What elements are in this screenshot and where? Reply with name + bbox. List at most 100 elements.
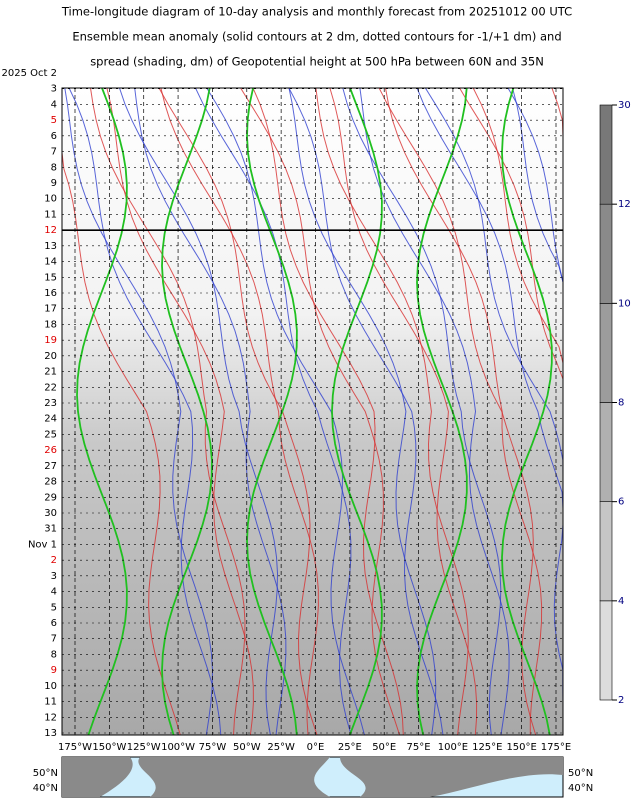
contour [134, 87, 287, 736]
colorbar-tick-label: 4 [618, 596, 624, 607]
contour [288, 87, 444, 736]
longitude-label: 25°E [338, 742, 362, 753]
date-label: 5 [51, 602, 57, 613]
title-line: Time-longitude diagram of 10-day analysi… [61, 5, 572, 19]
title-line: Ensemble mean anomaly (solid contours at… [72, 30, 561, 44]
date-label: 4 [51, 587, 57, 598]
colorbar-tick-label: 6 [618, 497, 624, 508]
date-label: 30 [44, 508, 57, 519]
zero-contour [161, 87, 213, 736]
date-label: 11 [44, 697, 57, 708]
latitude-label: 40°N [33, 783, 58, 794]
colorbar-band [599, 600, 613, 701]
latitude-label: 40°N [568, 783, 593, 794]
date-label: 7 [51, 147, 57, 158]
contour [106, 87, 254, 736]
date-label: 19 [44, 335, 57, 346]
contour [315, 87, 469, 736]
date-label: 28 [44, 477, 57, 488]
longitude-label: 25°W [267, 742, 295, 753]
grid [62, 88, 563, 735]
date-label: 10 [44, 194, 57, 205]
date-label: 21 [44, 367, 57, 378]
date-label: 3 [51, 84, 57, 95]
plot-frame [61, 87, 564, 736]
date-label: 23 [44, 398, 57, 409]
date-label: 4 [51, 99, 57, 110]
contour [342, 87, 502, 736]
zero-contour [416, 87, 468, 736]
date-label: Nov 1 [28, 539, 57, 550]
longitude-label: 0°E [307, 742, 325, 753]
date-label: 12 [44, 225, 57, 236]
land [62, 757, 563, 797]
map-strip [61, 756, 564, 798]
date-label: 5 [51, 115, 57, 126]
contour [424, 87, 564, 735]
colorbar-band [599, 104, 613, 205]
latitude-label: 50°N [568, 768, 593, 779]
longitude-label: 125°E [472, 742, 502, 753]
date-label: 6 [51, 131, 57, 142]
colorbar-tick-label: 12 [618, 199, 631, 210]
contour [160, 87, 319, 736]
longitude-label: 175°E [541, 742, 571, 753]
date-label: 22 [44, 382, 57, 393]
date-label: 18 [44, 319, 57, 330]
date-label: 29 [44, 492, 57, 503]
contour [359, 87, 510, 736]
zero-contour [331, 87, 383, 736]
colorbar-tick-label: 8 [618, 398, 624, 409]
colorbar-tick-label: 2 [618, 695, 624, 706]
date-label: 8 [51, 162, 57, 173]
date-label: 3 [51, 571, 57, 582]
date-label: 15 [44, 272, 57, 283]
contour [329, 87, 478, 736]
date-label: 2 [51, 555, 57, 566]
date-label: 31 [44, 524, 57, 535]
longitude-label: 125°W [127, 742, 161, 753]
contour [240, 87, 401, 736]
date-label: 13 [44, 241, 57, 252]
contour [68, 87, 222, 736]
date-label: 9 [51, 665, 57, 676]
date-label: 25 [44, 429, 57, 440]
date-label: 6 [51, 618, 57, 629]
contour [61, 88, 181, 736]
spread-shading [62, 88, 563, 735]
zero-contour [501, 87, 553, 736]
zero-contour [246, 87, 298, 736]
date-label: 8 [51, 649, 57, 660]
date-label: 13 [44, 728, 57, 739]
longitude-label: 150°E [506, 742, 536, 753]
colorbar-band [599, 501, 613, 602]
zero-contour [76, 87, 128, 736]
colorbar-band [599, 203, 613, 304]
contour [195, 87, 352, 736]
date-label: 2025 Oct 2 [2, 68, 57, 79]
colorbar-tick-label: 10 [618, 298, 631, 309]
longitude-label: 100°W [161, 742, 195, 753]
colorbar-band [599, 303, 613, 403]
longitude-label: 50°W [233, 742, 261, 753]
date-label: 7 [51, 634, 57, 645]
contour [378, 87, 537, 736]
date-label: 9 [51, 178, 57, 189]
longitude-label: 75°W [199, 742, 227, 753]
title-line: spread (shading, dm) of Geopotential hei… [90, 55, 544, 69]
date-label: 11 [44, 209, 57, 220]
date-label: 12 [44, 712, 57, 723]
date-label: 16 [44, 288, 57, 299]
date-label: 20 [44, 351, 57, 362]
contour [252, 87, 404, 736]
date-label: 24 [44, 414, 57, 425]
date-label: 27 [44, 461, 57, 472]
date-label: 17 [44, 304, 57, 315]
date-label: 14 [44, 257, 57, 268]
longitude-label: 175°W [58, 742, 92, 753]
date-label: 26 [44, 445, 57, 456]
contour [64, 87, 214, 736]
longitude-label: 150°W [92, 742, 126, 753]
longitude-label: 50°E [372, 742, 396, 753]
